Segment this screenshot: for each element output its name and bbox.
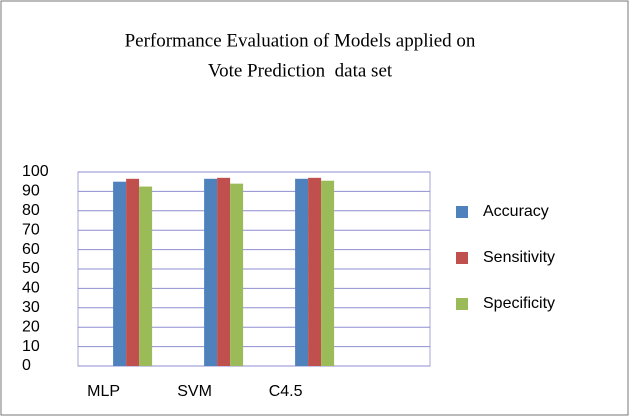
bar bbox=[321, 180, 335, 366]
bar bbox=[295, 178, 309, 366]
bar bbox=[230, 183, 244, 366]
bar bbox=[204, 178, 218, 366]
bar bbox=[139, 186, 153, 366]
legend-swatch bbox=[456, 298, 468, 310]
y-tick-label: 70 bbox=[22, 221, 40, 238]
chart-title: Performance Evaluation of Models applied… bbox=[125, 30, 476, 51]
bar bbox=[126, 178, 140, 366]
x-tick-label: C4.5 bbox=[269, 383, 303, 400]
legend-label: Sensitivity bbox=[483, 249, 555, 266]
legend-swatch bbox=[456, 252, 468, 264]
x-tick-label: MLP bbox=[87, 383, 120, 400]
y-tick-label: 40 bbox=[22, 280, 40, 297]
bar bbox=[308, 177, 322, 366]
y-tick-label: 80 bbox=[22, 202, 40, 219]
chart-title: Vote Prediction data set bbox=[208, 60, 393, 81]
legend-swatch bbox=[456, 206, 468, 218]
bar bbox=[113, 181, 127, 366]
bar bbox=[217, 177, 231, 366]
y-tick-label: 30 bbox=[22, 299, 40, 316]
y-tick-label: 20 bbox=[22, 318, 40, 335]
y-tick-label: 0 bbox=[22, 357, 31, 374]
y-tick-label: 60 bbox=[22, 241, 40, 258]
y-tick-label: 100 bbox=[22, 163, 49, 180]
x-tick-label: SVM bbox=[177, 383, 212, 400]
y-tick-label: 10 bbox=[22, 338, 40, 355]
legend-label: Accuracy bbox=[483, 203, 549, 220]
legend-label: Specificity bbox=[483, 295, 555, 312]
y-tick-label: 50 bbox=[22, 260, 40, 277]
y-tick-label: 90 bbox=[22, 183, 40, 200]
